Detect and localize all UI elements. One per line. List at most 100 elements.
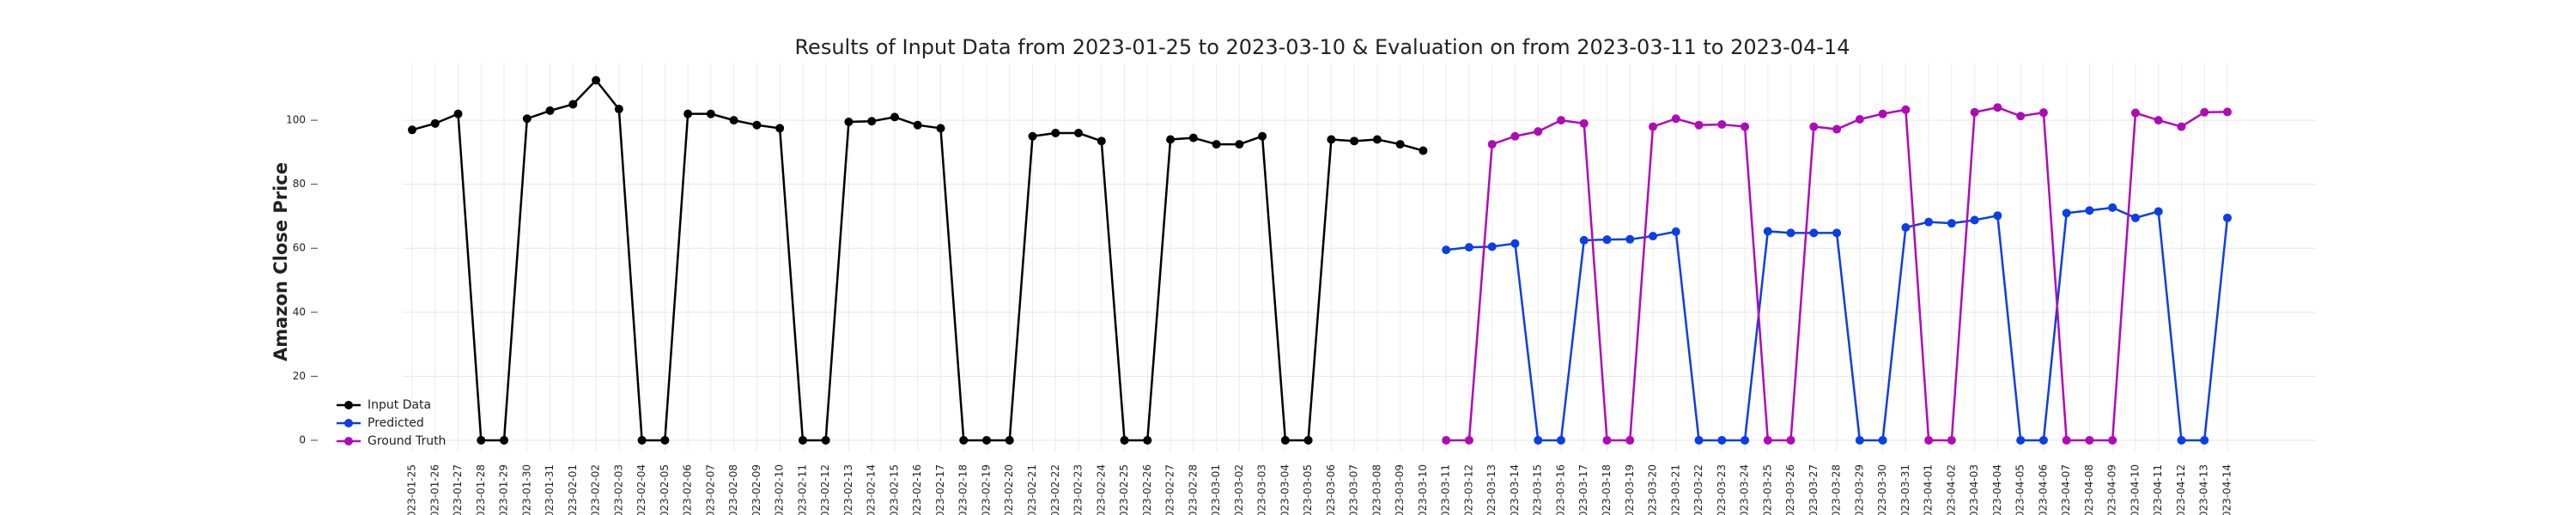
data-point <box>1993 211 2002 221</box>
x-tick-label: 2023-03-18 <box>1601 464 1613 515</box>
x-tick-label: 2023-03-27 <box>1807 464 1820 515</box>
x-tick-label: 2023-02-04 <box>635 464 647 515</box>
data-point <box>1649 232 1658 241</box>
data-point <box>1924 435 1934 445</box>
legend-label: Ground Truth <box>368 434 446 448</box>
data-point <box>1671 114 1680 124</box>
data-point <box>2154 207 2163 216</box>
data-point <box>1074 129 1084 138</box>
data-point <box>2154 116 2163 125</box>
data-point <box>1120 435 1129 445</box>
x-tick-label: 2023-04-11 <box>2152 464 2164 515</box>
chart-title: Results of Input Data from 2023-01-25 to… <box>794 35 1850 59</box>
x-tick-label: 2023-03-12 <box>1462 464 1474 515</box>
x-tick-label: 2023-03-23 <box>1716 464 1728 515</box>
x-tick-label: 2023-04-13 <box>2198 464 2210 515</box>
x-tick-label: 2023-03-26 <box>1784 464 1796 515</box>
data-point <box>1005 435 1014 445</box>
y-axis-label: Amazon Close Price <box>270 162 291 361</box>
data-point <box>798 435 807 445</box>
x-tick-label: 2023-02-19 <box>980 464 992 515</box>
data-point <box>1395 140 1405 149</box>
data-point <box>1579 235 1589 245</box>
data-point <box>453 109 463 118</box>
data-point <box>1855 114 1864 124</box>
x-tick-label: 2023-03-05 <box>1302 464 1314 515</box>
data-point <box>1855 435 1864 445</box>
x-tick-label: 2023-03-14 <box>1509 464 1521 515</box>
x-tick-label: 2023-04-05 <box>2014 464 2026 515</box>
data-point <box>1487 140 1497 149</box>
x-tick-label: 2023-01-28 <box>475 464 487 515</box>
data-point <box>500 435 509 445</box>
data-point <box>683 109 693 118</box>
x-tick-label: 2023-02-22 <box>1049 464 1061 515</box>
data-point <box>1464 243 1473 252</box>
x-tick-label: 2023-04-02 <box>1945 464 1957 515</box>
x-tick-label: 2023-02-12 <box>819 464 831 515</box>
data-point <box>1303 435 1313 445</box>
data-point <box>522 114 532 124</box>
data-point <box>1717 435 1727 445</box>
y-tick-label: 20 <box>293 370 306 382</box>
data-point <box>2038 108 2048 118</box>
data-point <box>1741 435 1750 445</box>
data-point <box>2062 435 2071 445</box>
data-point <box>1625 435 1635 445</box>
x-tick-label: 2023-02-05 <box>659 464 671 515</box>
x-tick-label: 2023-03-30 <box>1876 464 1888 515</box>
data-point <box>614 105 623 114</box>
data-point <box>1901 223 1911 233</box>
x-tick-label: 2023-04-12 <box>2175 464 2187 515</box>
data-point <box>1510 239 1520 248</box>
data-point <box>1097 136 1106 146</box>
x-tick-label: 2023-03-03 <box>1256 464 1268 515</box>
x-tick-label: 2023-02-20 <box>1003 464 1015 515</box>
x-tick-label: 2023-02-21 <box>1026 464 1038 515</box>
data-point <box>1993 103 2002 112</box>
x-tick-label: 2023-04-06 <box>2037 464 2049 515</box>
data-point <box>1510 131 1520 141</box>
data-point <box>2016 112 2026 121</box>
data-point <box>1809 228 1819 238</box>
x-tick-label: 2023-02-15 <box>888 464 900 515</box>
x-tick-label: 2023-03-06 <box>1325 464 1337 515</box>
x-tick-label: 2023-03-11 <box>1440 464 1452 515</box>
y-tick-label: 0 <box>299 433 306 445</box>
x-tick-label: 2023-03-31 <box>1899 464 1911 515</box>
x-tick-label: 2023-02-24 <box>1095 464 1107 515</box>
data-point <box>1763 435 1772 445</box>
data-point <box>1442 435 1451 445</box>
data-point <box>867 117 877 126</box>
legend-label: Predicted <box>368 416 424 430</box>
data-point <box>1327 135 1336 144</box>
x-tick-label: 2023-03-28 <box>1831 464 1843 515</box>
x-tick-label: 2023-02-11 <box>796 464 808 515</box>
data-point <box>1970 107 1979 117</box>
y-tick-label: 60 <box>293 242 306 254</box>
data-point <box>637 435 647 445</box>
data-point <box>1694 120 1704 130</box>
x-tick-label: 2023-02-06 <box>682 464 694 515</box>
data-point <box>2223 107 2232 117</box>
x-tick-label: 2023-03-07 <box>1348 464 1360 515</box>
x-tick-label: 2023-01-27 <box>452 464 464 515</box>
x-tick-label: 2023-03-02 <box>1233 464 1245 515</box>
data-point <box>1534 127 1543 136</box>
data-point <box>821 435 830 445</box>
data-point <box>1649 122 1658 131</box>
data-point <box>1809 122 1819 131</box>
x-tick-label: 2023-01-31 <box>544 464 556 515</box>
x-tick-label: 2023-03-20 <box>1647 464 1659 515</box>
data-point <box>1534 435 1543 445</box>
x-tick-label: 2023-02-08 <box>727 464 739 515</box>
data-point <box>1786 435 1795 445</box>
x-tick-label: 2023-03-09 <box>1394 464 1406 515</box>
data-point <box>1832 228 1842 238</box>
x-tick-label: 2023-03-19 <box>1624 464 1636 515</box>
x-tick-label: 2023-01-30 <box>520 464 532 515</box>
data-point <box>1350 136 1359 146</box>
data-point <box>1741 122 1750 131</box>
data-point <box>1166 135 1176 144</box>
